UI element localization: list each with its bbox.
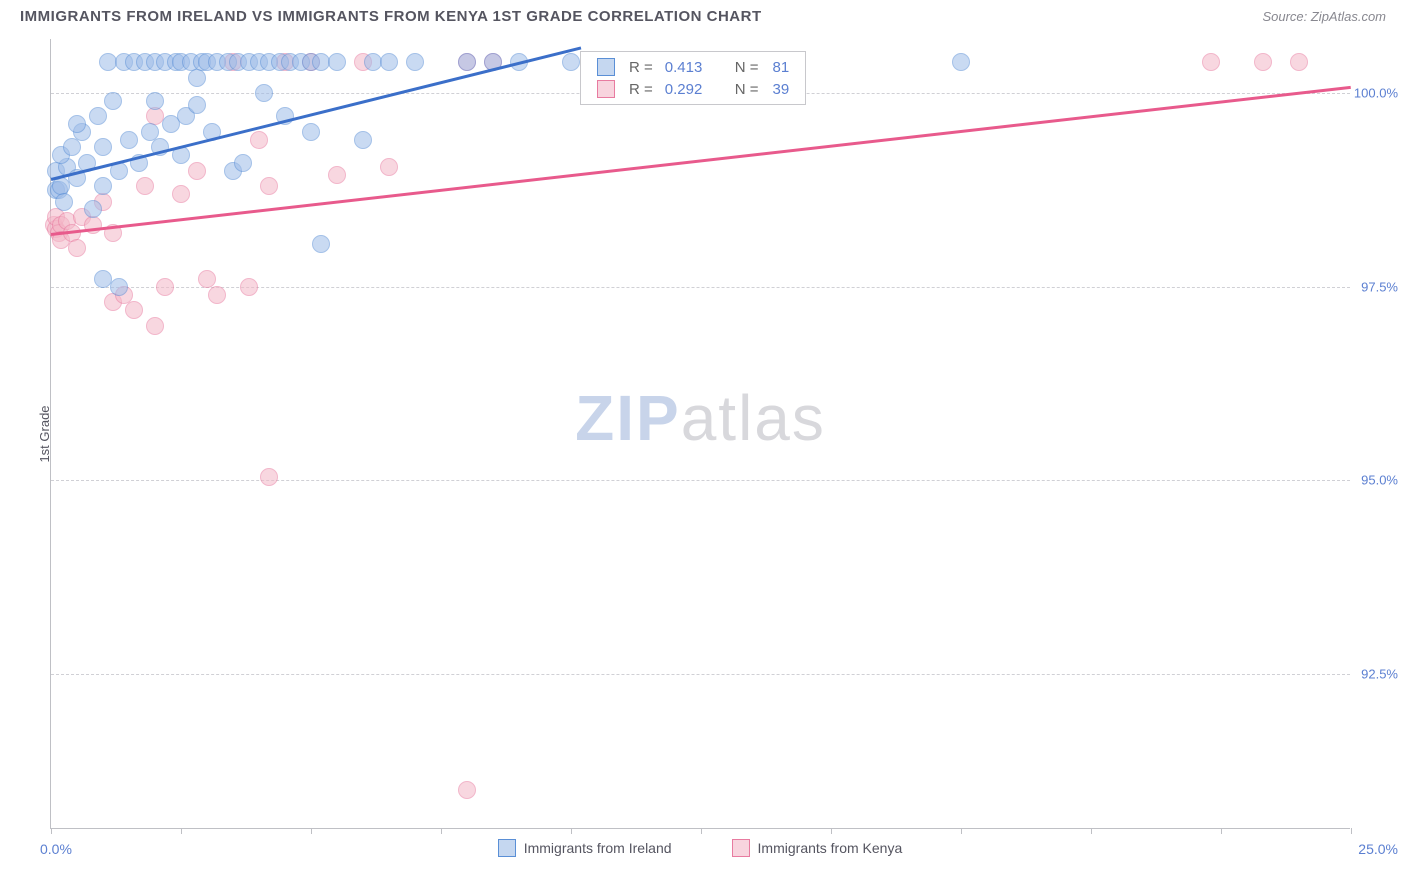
data-point-ireland xyxy=(312,235,330,253)
x-tick xyxy=(181,828,182,834)
data-point-ireland xyxy=(458,53,476,71)
swatch-ireland xyxy=(498,839,516,857)
legend-label-kenya: Immigrants from Kenya xyxy=(758,840,903,856)
data-point-ireland xyxy=(110,278,128,296)
data-point-kenya xyxy=(1202,53,1220,71)
r-label: R = xyxy=(629,59,653,76)
data-point-ireland xyxy=(104,92,122,110)
stats-row-kenya: R = 0.292 N = 39 xyxy=(581,78,805,100)
x-tick xyxy=(441,828,442,834)
bottom-legend: Immigrants from Ireland Immigrants from … xyxy=(50,839,1350,857)
data-point-kenya xyxy=(188,162,206,180)
r-value-ireland: 0.413 xyxy=(665,59,711,76)
data-point-kenya xyxy=(146,317,164,335)
data-point-kenya xyxy=(260,177,278,195)
x-tick xyxy=(571,828,572,834)
chart-area: 1st Grade ZIPatlas 92.5%95.0%97.5%100.0%… xyxy=(50,39,1350,829)
data-point-ireland xyxy=(406,53,424,71)
y-tick-label: 97.5% xyxy=(1361,279,1398,294)
data-point-kenya xyxy=(328,166,346,184)
legend-label-ireland: Immigrants from Ireland xyxy=(524,840,672,856)
data-point-kenya xyxy=(240,278,258,296)
y-tick-label: 95.0% xyxy=(1361,473,1398,488)
data-point-ireland xyxy=(302,123,320,141)
data-point-ireland xyxy=(68,115,86,133)
n-value-kenya: 39 xyxy=(773,81,790,98)
x-tick xyxy=(1091,828,1092,834)
data-point-kenya xyxy=(136,177,154,195)
data-point-ireland xyxy=(63,138,81,156)
n-label: N = xyxy=(735,81,759,98)
x-tick xyxy=(51,828,52,834)
r-label: R = xyxy=(629,81,653,98)
data-point-kenya xyxy=(156,278,174,296)
swatch-ireland xyxy=(597,58,615,76)
legend-item-kenya: Immigrants from Kenya xyxy=(732,839,903,857)
swatch-kenya xyxy=(732,839,750,857)
stats-legend-box: R = 0.413 N = 81 R = 0.292 N = 39 xyxy=(580,51,806,105)
x-tick-label-max: 25.0% xyxy=(1358,841,1398,857)
data-point-kenya xyxy=(250,131,268,149)
data-point-ireland xyxy=(380,53,398,71)
data-point-ireland xyxy=(234,154,252,172)
x-tick xyxy=(831,828,832,834)
x-tick xyxy=(1351,828,1352,834)
plot-region: ZIPatlas 92.5%95.0%97.5%100.0% xyxy=(50,39,1350,829)
data-point-ireland xyxy=(188,69,206,87)
data-point-ireland xyxy=(328,53,346,71)
gridline xyxy=(51,674,1350,675)
swatch-kenya xyxy=(597,80,615,98)
legend-item-ireland: Immigrants from Ireland xyxy=(498,839,672,857)
data-point-ireland xyxy=(562,53,580,71)
data-point-kenya xyxy=(172,185,190,203)
data-point-ireland xyxy=(120,131,138,149)
n-label: N = xyxy=(735,59,759,76)
x-tick xyxy=(961,828,962,834)
data-point-ireland xyxy=(354,131,372,149)
x-tick xyxy=(311,828,312,834)
data-point-kenya xyxy=(125,301,143,319)
data-point-ireland xyxy=(89,107,107,125)
data-point-ireland xyxy=(94,138,112,156)
data-point-kenya xyxy=(1290,53,1308,71)
data-point-ireland xyxy=(255,84,273,102)
data-point-ireland xyxy=(84,200,102,218)
source-attribution: Source: ZipAtlas.com xyxy=(1262,9,1386,24)
data-point-ireland xyxy=(146,92,164,110)
r-value-kenya: 0.292 xyxy=(665,81,711,98)
data-point-kenya xyxy=(208,286,226,304)
y-tick-label: 92.5% xyxy=(1361,667,1398,682)
data-point-ireland xyxy=(55,193,73,211)
stats-row-ireland: R = 0.413 N = 81 xyxy=(581,56,805,78)
data-point-kenya xyxy=(68,239,86,257)
x-tick xyxy=(701,828,702,834)
data-point-ireland xyxy=(94,177,112,195)
watermark: ZIPatlas xyxy=(575,381,826,455)
data-point-kenya xyxy=(1254,53,1272,71)
data-point-kenya xyxy=(458,781,476,799)
y-tick-label: 100.0% xyxy=(1354,86,1398,101)
x-tick xyxy=(1221,828,1222,834)
data-point-kenya xyxy=(380,158,398,176)
data-point-ireland xyxy=(952,53,970,71)
x-tick-label-min: 0.0% xyxy=(40,841,72,857)
n-value-ireland: 81 xyxy=(773,59,790,76)
chart-title: IMMIGRANTS FROM IRELAND VS IMMIGRANTS FR… xyxy=(20,8,762,25)
gridline xyxy=(51,480,1350,481)
data-point-ireland xyxy=(188,96,206,114)
data-point-kenya xyxy=(260,468,278,486)
